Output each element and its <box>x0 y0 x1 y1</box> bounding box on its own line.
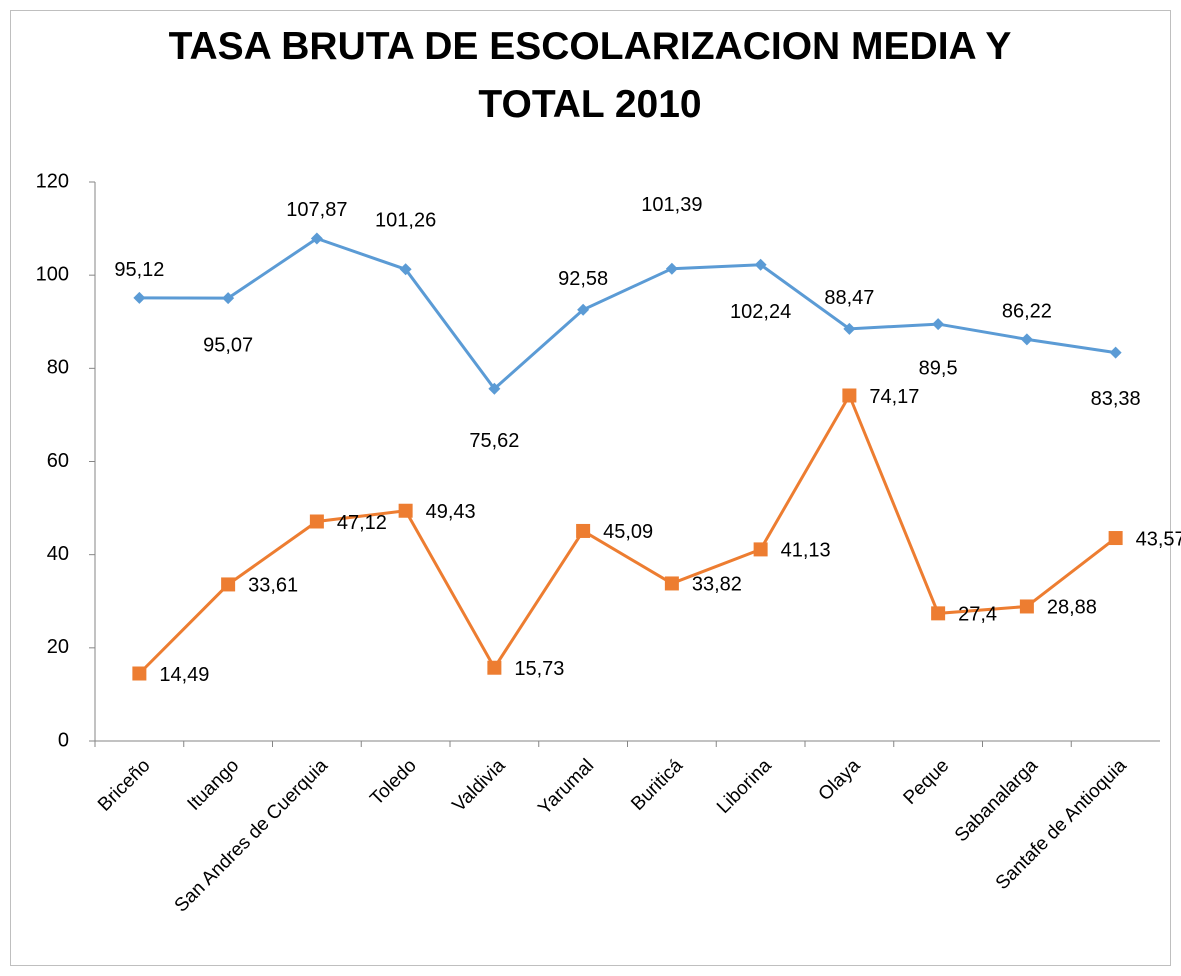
marker <box>1019 599 1034 614</box>
marker <box>1020 333 1033 346</box>
x-tick-label: Buriticá <box>627 755 687 815</box>
marker <box>1109 346 1122 359</box>
data-label: 43,57 <box>1136 528 1181 550</box>
marker <box>931 606 946 621</box>
x-tick-label: Sabanalarga <box>951 755 1042 846</box>
y-tick-label: 80 <box>47 357 69 379</box>
data-label: 74,17 <box>869 386 919 408</box>
x-tick-label: Briceño <box>94 755 154 815</box>
y-tick-label: 40 <box>47 543 69 565</box>
marker <box>398 503 413 518</box>
y-tick-label: 60 <box>47 450 69 472</box>
marker <box>132 666 147 681</box>
marker <box>309 514 324 529</box>
data-label: 86,22 <box>1002 301 1052 323</box>
data-label: 107,87 <box>286 199 347 221</box>
marker <box>1108 531 1123 546</box>
data-label: 95,07 <box>203 334 253 356</box>
marker <box>753 542 768 557</box>
marker <box>487 660 502 675</box>
marker <box>932 318 945 331</box>
marker <box>576 523 591 538</box>
y-tick-label: 120 <box>36 170 69 192</box>
x-tick-label: Toledo <box>366 755 420 809</box>
marker <box>665 262 678 275</box>
data-label: 45,09 <box>603 521 653 543</box>
data-label: 75,62 <box>469 430 519 452</box>
series-line <box>139 236 1116 391</box>
marker <box>843 322 856 335</box>
data-label: 92,58 <box>558 268 608 290</box>
data-label: 41,13 <box>781 540 831 562</box>
marker <box>842 388 857 403</box>
marker <box>221 577 236 592</box>
y-tick-label: 100 <box>36 263 69 285</box>
y-tick-label: 20 <box>47 636 69 658</box>
chart-title: TASA BRUTA DE ESCOLARIZACION MEDIA Y TOT… <box>168 25 1012 126</box>
x-tick-label: Ituango <box>184 755 244 815</box>
chart-border <box>10 10 1171 966</box>
marker <box>754 258 767 271</box>
marker <box>577 303 590 316</box>
data-label: 102,24 <box>730 301 791 323</box>
y-tick-label: 0 <box>58 729 69 751</box>
x-tick-label: Yarumal <box>534 755 598 819</box>
data-label: 101,39 <box>641 194 702 216</box>
x-tick-label: Valdivia <box>449 755 510 816</box>
data-label: 95,12 <box>114 259 164 281</box>
data-label: 83,38 <box>1091 388 1141 410</box>
x-tick-label: Liborina <box>713 755 776 818</box>
data-label: 89,5 <box>919 357 958 379</box>
data-label: 47,12 <box>337 512 387 534</box>
data-label: 15,73 <box>514 658 564 680</box>
x-tick-label: San Andres de Cuerquia <box>171 755 333 917</box>
marker <box>222 292 235 305</box>
x-tick-label: Peque <box>900 755 954 809</box>
marker <box>133 291 146 304</box>
data-label: 33,82 <box>692 574 742 596</box>
data-label: 88,47 <box>824 287 874 309</box>
marker <box>310 232 323 245</box>
marker <box>399 263 412 276</box>
data-label: 27,4 <box>958 604 997 626</box>
series-line <box>138 392 1117 675</box>
marker <box>664 576 679 591</box>
data-label: 28,88 <box>1047 597 1097 619</box>
data-label: 49,43 <box>426 501 476 523</box>
data-label: 101,26 <box>375 210 436 232</box>
data-label: 14,49 <box>159 664 209 686</box>
x-tick-label: Olaya <box>815 755 865 805</box>
data-label: 33,61 <box>248 575 298 597</box>
marker <box>488 382 501 395</box>
